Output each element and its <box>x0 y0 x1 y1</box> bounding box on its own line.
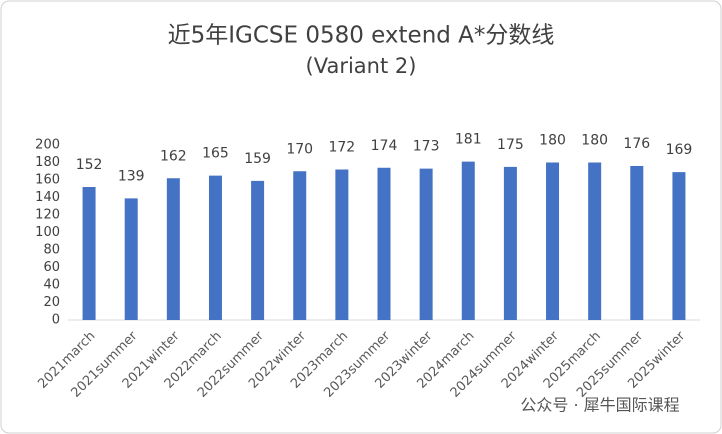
value-label: 174 <box>371 138 398 154</box>
y-tick-label: 80 <box>43 243 60 258</box>
bar <box>293 171 307 320</box>
y-tick-label: 20 <box>43 295 60 310</box>
bar <box>461 161 475 320</box>
bar <box>124 198 138 320</box>
bar <box>377 167 391 320</box>
y-tick-label: 60 <box>43 260 60 275</box>
y-tick-label: 100 <box>35 225 60 240</box>
bar <box>82 187 96 320</box>
value-label: 180 <box>581 133 608 149</box>
bar <box>335 169 349 320</box>
bar <box>546 162 560 320</box>
bar <box>208 175 222 320</box>
y-tick-label: 120 <box>35 208 60 223</box>
bar <box>672 172 686 320</box>
watermark: 公众号 · 犀牛国际课程 <box>520 396 679 415</box>
y-tick-label: 200 <box>35 138 60 153</box>
value-label: 159 <box>244 151 271 167</box>
bar <box>503 166 517 320</box>
chart-title: 近5年IGCSE 0580 extend A*分数线 <box>168 23 555 49</box>
y-tick-label: 140 <box>35 190 60 205</box>
value-label: 152 <box>76 157 103 173</box>
value-label: 181 <box>455 132 482 148</box>
y-tick-label: 160 <box>35 173 60 188</box>
y-tick-label: 180 <box>35 155 60 170</box>
chart-subtitle: (Variant 2) <box>306 54 417 78</box>
value-label: 162 <box>160 148 187 164</box>
y-tick-label: 40 <box>43 278 60 293</box>
value-label: 175 <box>497 137 524 153</box>
value-label: 173 <box>413 139 440 155</box>
bar <box>630 166 644 320</box>
value-label: 170 <box>286 141 313 157</box>
bar <box>251 180 265 320</box>
bar <box>419 168 433 320</box>
bar <box>588 162 602 320</box>
value-label: 176 <box>623 136 650 152</box>
value-label: 139 <box>118 168 145 184</box>
value-label: 172 <box>328 140 355 156</box>
value-label: 169 <box>666 142 693 158</box>
y-tick-label: 0 <box>52 313 60 328</box>
bar <box>166 178 180 320</box>
value-label: 180 <box>539 133 566 149</box>
value-label: 165 <box>202 146 229 162</box>
